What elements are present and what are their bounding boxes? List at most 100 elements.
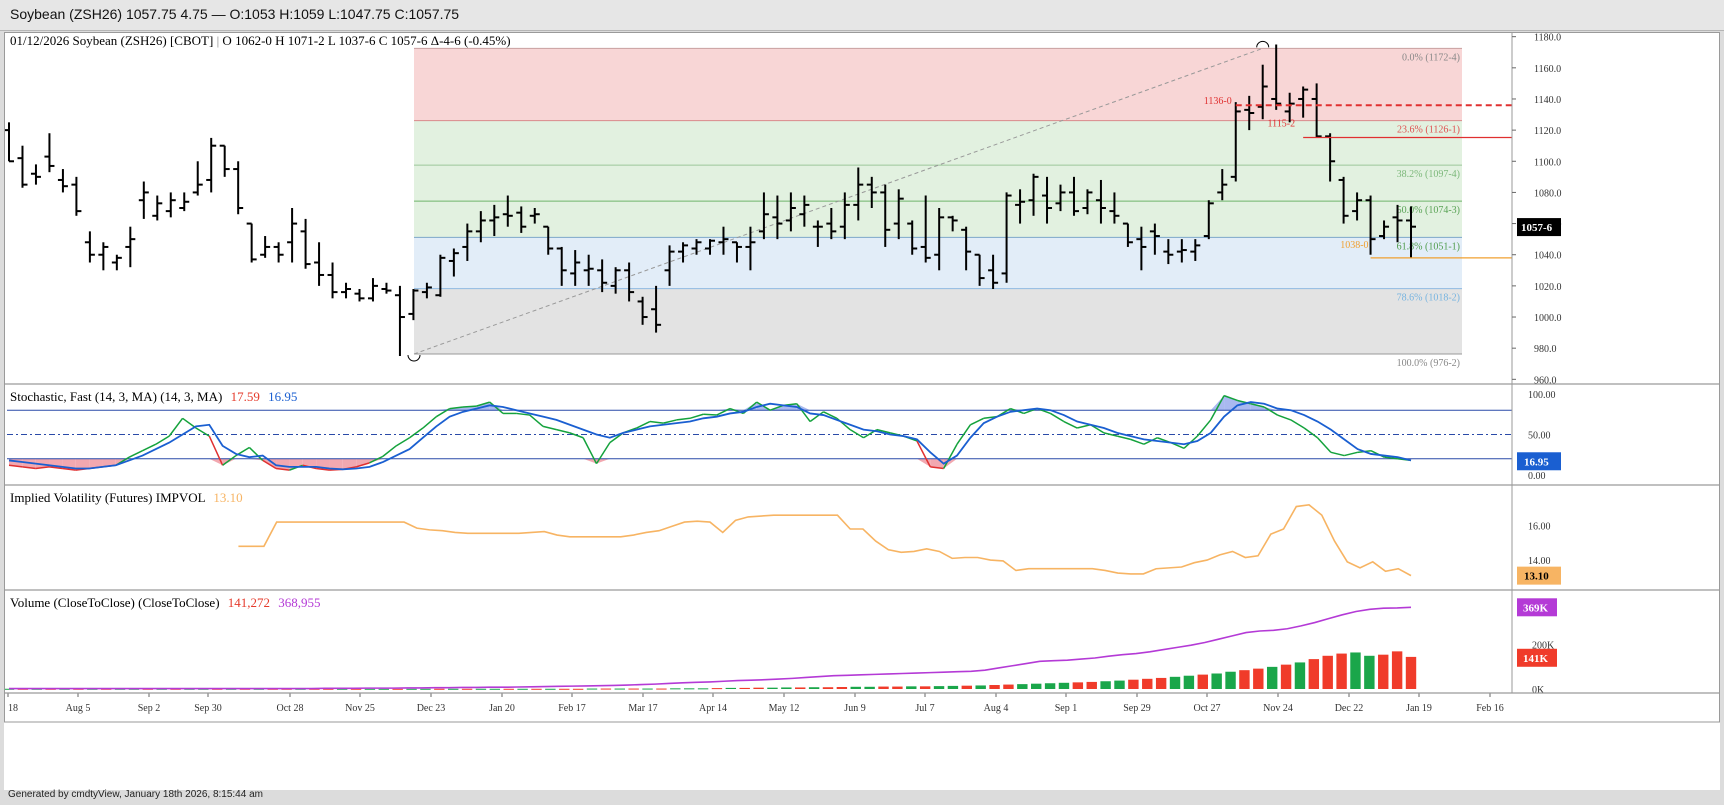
stoch-k-segment <box>449 406 464 410</box>
price-bar <box>839 192 850 240</box>
stoch-oversold-fill <box>209 458 223 466</box>
price-bar <box>1244 95 1255 131</box>
header-open: 1062-0 <box>235 33 272 48</box>
x-tick-label: Jun 9 <box>844 703 865 714</box>
stoch-k-segment <box>529 414 544 427</box>
volume-bar <box>1364 655 1375 689</box>
header-open-label: O <box>222 33 231 48</box>
volume-bar <box>961 685 973 689</box>
price-bar <box>152 195 163 221</box>
volume-ma-value: 368,955 <box>278 595 320 610</box>
price-bar <box>1055 184 1066 212</box>
stoch-tick-label: 0.00 <box>1528 471 1546 482</box>
price-bar <box>165 192 176 218</box>
price-bar <box>435 254 446 297</box>
volume-bar <box>1308 659 1320 689</box>
price-bar <box>17 145 28 188</box>
impvol-tick-label: 14.00 <box>1528 556 1551 567</box>
price-panel[interactable]: 0.0% (1172-4) 23.6% (1126-1) 38.2% (1097-4… <box>4 32 1562 386</box>
price-tick-label: 1180.0 <box>1534 33 1561 44</box>
x-tick-label: Jul 7 <box>915 703 934 714</box>
volume-bar <box>767 687 778 689</box>
stoch-k-segment <box>1103 432 1118 437</box>
price-bar <box>57 169 68 193</box>
stoch-tick-label: 50.00 <box>1528 431 1551 442</box>
volume-ma-line <box>9 606 1412 690</box>
stoch-k-segment <box>1130 438 1145 445</box>
stochastic-title-text: Stochastic, Fast (14, 3, MA) (14, 3, MA) <box>10 389 222 404</box>
volume-bar <box>822 687 834 689</box>
time-x-axis: 18 Aug 5 Sep 2 Sep 30 Oct 28 Nov 25 Dec 23 Jan … <box>4 693 1720 722</box>
price-bar <box>718 226 729 255</box>
stoch-oversold-fill <box>596 458 610 464</box>
price-bar <box>893 189 904 240</box>
x-tick-label: Apr 14 <box>699 703 727 714</box>
volume-bar <box>1391 651 1403 689</box>
price-bars[interactable] <box>4 44 1416 356</box>
stoch-k-segment <box>1077 424 1091 429</box>
volume-bar <box>1211 673 1222 689</box>
stochastic-panel[interactable]: 100.00 50.00 0.00 16.95 Stochastic, Fast (… <box>7 384 1561 485</box>
price-bar <box>1230 102 1241 182</box>
price-bar <box>583 254 594 286</box>
volume-y-axis: 200K 0K <box>1511 590 1555 696</box>
volume-bar <box>878 686 889 689</box>
stochastic-bands <box>7 409 1512 460</box>
volume-title: Volume (CloseToClose) (CloseToClose) 141… <box>10 595 321 610</box>
price-bar <box>907 220 918 255</box>
price-bar <box>1001 192 1012 283</box>
stochastic-k-value: 17.59 <box>231 389 260 404</box>
stoch-k-segment <box>1330 451 1345 457</box>
volume-bar <box>572 688 584 690</box>
volume-title-text: Volume (CloseToClose) (CloseToClose) <box>10 595 220 610</box>
stochastic-title: Stochastic, Fast (14, 3, MA) (14, 3, MA)… <box>10 389 297 404</box>
volume-bar <box>559 688 570 690</box>
volume-bar <box>1044 683 1056 689</box>
price-bar <box>1379 220 1390 240</box>
chart-canvas[interactable]: 0.0% (1172-4) 23.6% (1126-1) 38.2% (1097-4… <box>3 32 1720 790</box>
header-low-label: L <box>328 33 336 48</box>
price-bar <box>111 254 122 271</box>
fibonacci-trendline[interactable] <box>413 47 1263 355</box>
volume-bar <box>475 688 487 690</box>
stoch-k-segment <box>1210 395 1225 421</box>
price-bar <box>664 245 675 286</box>
stoch-k-segment <box>369 455 384 464</box>
price-bar <box>341 282 352 299</box>
price-bar <box>1203 200 1214 240</box>
stoch-oversold-fill <box>329 458 343 471</box>
volume-ma-line <box>9 606 1412 690</box>
price-bar <box>961 226 972 271</box>
price-bar <box>192 161 203 196</box>
price-bar <box>260 236 271 258</box>
x-tick-label: Sep 1 <box>1055 703 1078 714</box>
volume-bar <box>1197 674 1208 689</box>
fib-label-1: 23.6% (1126-1) <box>1397 125 1460 136</box>
price-bar <box>408 288 419 321</box>
stochastic-last-label: 16.95 <box>1524 456 1549 468</box>
stoch-k-segment <box>556 428 570 434</box>
implied-volatility-panel[interactable]: 16.00 14.00 13.10 Implied Volatility (Fut… <box>10 485 1561 590</box>
volume-bar <box>1239 670 1250 689</box>
volume-bar <box>808 687 820 689</box>
stoch-k-segment <box>382 445 397 457</box>
price-annotations: 1136-0 1115-2 1038-0 <box>1204 96 1512 259</box>
x-tick-label: Nov 25 <box>345 703 375 714</box>
volume-bar <box>697 688 709 690</box>
x-tick-label: Nov 24 <box>1263 703 1293 714</box>
volume-bar <box>545 688 556 690</box>
volume-bar <box>1072 682 1084 689</box>
volume-bar <box>795 687 806 689</box>
volume-bar <box>614 688 625 690</box>
volume-bar <box>628 688 639 690</box>
stoch-k-segment <box>168 417 184 437</box>
price-bar <box>516 206 527 233</box>
price-bar <box>462 223 473 261</box>
volume-panel[interactable]: 200K 0K 369K 141K Volume (CloseToClose) (… <box>3 590 1557 696</box>
price-bar <box>1325 133 1336 182</box>
price-bar <box>448 248 459 277</box>
fib-low-marker <box>407 354 421 362</box>
x-tick-label: Jan 20 <box>489 703 515 714</box>
price-bar <box>785 192 796 232</box>
